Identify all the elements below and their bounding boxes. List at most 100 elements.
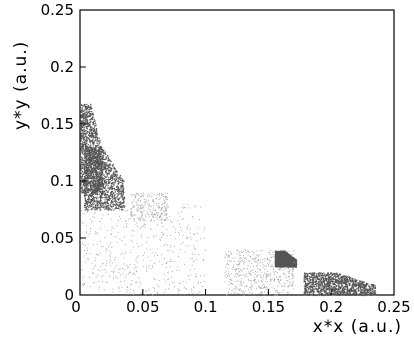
data-point xyxy=(95,174,97,176)
data-point xyxy=(102,246,104,248)
data-point xyxy=(104,186,107,188)
data-point xyxy=(98,156,100,158)
data-point xyxy=(128,273,130,275)
data-point xyxy=(91,149,93,152)
data-point xyxy=(86,110,88,112)
data-point xyxy=(185,207,187,209)
data-point xyxy=(101,177,103,179)
data-point xyxy=(226,294,228,296)
data-point xyxy=(82,150,84,152)
data-point xyxy=(162,234,164,236)
data-point xyxy=(100,151,102,153)
data-point xyxy=(96,173,98,175)
data-point xyxy=(107,157,109,160)
data-point xyxy=(156,197,158,199)
data-point xyxy=(110,194,112,196)
data-point xyxy=(292,282,294,284)
data-point xyxy=(271,257,273,258)
data-point xyxy=(258,285,260,287)
data-point xyxy=(87,201,89,203)
data-point xyxy=(82,192,84,194)
data-point xyxy=(87,181,89,183)
data-point xyxy=(104,158,107,161)
data-point xyxy=(245,258,247,260)
data-point xyxy=(134,273,136,275)
data-point xyxy=(162,213,164,215)
data-point xyxy=(328,289,330,291)
data-point xyxy=(283,283,285,285)
data-point xyxy=(99,157,101,159)
data-point xyxy=(146,248,148,250)
data-point xyxy=(328,284,330,287)
data-point xyxy=(98,163,100,166)
data-point xyxy=(229,275,231,277)
data-point xyxy=(84,176,86,178)
data-point xyxy=(242,290,244,292)
data-point xyxy=(203,229,205,231)
data-point xyxy=(91,149,94,151)
data-point xyxy=(290,255,292,258)
data-point xyxy=(260,292,262,294)
data-point xyxy=(115,203,117,205)
data-point xyxy=(166,210,167,212)
data-point xyxy=(130,271,131,273)
data-point xyxy=(113,270,115,272)
data-point xyxy=(88,198,90,200)
data-point xyxy=(86,186,88,188)
data-point xyxy=(161,208,162,210)
data-point xyxy=(117,186,119,188)
data-point xyxy=(84,178,86,181)
data-point xyxy=(94,132,96,134)
data-point xyxy=(107,159,109,161)
data-point xyxy=(135,224,137,226)
data-point xyxy=(99,202,101,204)
data-point xyxy=(95,190,97,192)
data-point xyxy=(237,250,239,252)
data-point xyxy=(92,134,94,136)
data-point xyxy=(95,182,97,184)
data-point xyxy=(100,158,102,160)
data-point xyxy=(87,151,89,153)
data-point xyxy=(99,183,101,185)
data-point xyxy=(113,171,115,173)
data-point xyxy=(132,206,134,208)
data-point xyxy=(94,293,96,295)
data-point xyxy=(279,255,281,257)
data-point xyxy=(263,294,265,296)
data-point xyxy=(236,273,238,275)
data-point xyxy=(86,117,88,119)
data-point xyxy=(238,264,240,266)
data-point xyxy=(88,177,90,179)
data-point xyxy=(90,151,92,153)
data-point xyxy=(107,187,109,189)
data-point xyxy=(96,155,99,157)
data-point xyxy=(119,178,121,180)
data-point xyxy=(265,278,267,280)
data-point xyxy=(96,184,98,186)
data-point xyxy=(105,260,107,262)
data-point xyxy=(280,256,283,258)
data-point xyxy=(351,277,353,279)
data-point xyxy=(228,256,230,258)
data-point xyxy=(92,155,94,157)
data-point xyxy=(150,268,152,270)
data-point xyxy=(83,104,85,107)
data-point xyxy=(122,179,124,181)
data-point xyxy=(89,159,91,161)
data-point xyxy=(84,197,86,199)
data-point xyxy=(85,179,87,181)
data-point xyxy=(121,252,123,254)
data-point xyxy=(287,258,290,260)
data-point xyxy=(140,210,142,212)
data-point xyxy=(90,132,92,135)
data-point xyxy=(121,268,123,269)
data-point xyxy=(91,148,93,150)
data-point xyxy=(100,178,102,180)
data-point xyxy=(137,210,139,212)
data-point xyxy=(96,172,98,174)
data-point xyxy=(266,265,267,267)
data-point xyxy=(306,286,308,289)
data-point xyxy=(90,146,92,148)
data-point xyxy=(280,257,282,259)
data-point xyxy=(123,263,125,265)
